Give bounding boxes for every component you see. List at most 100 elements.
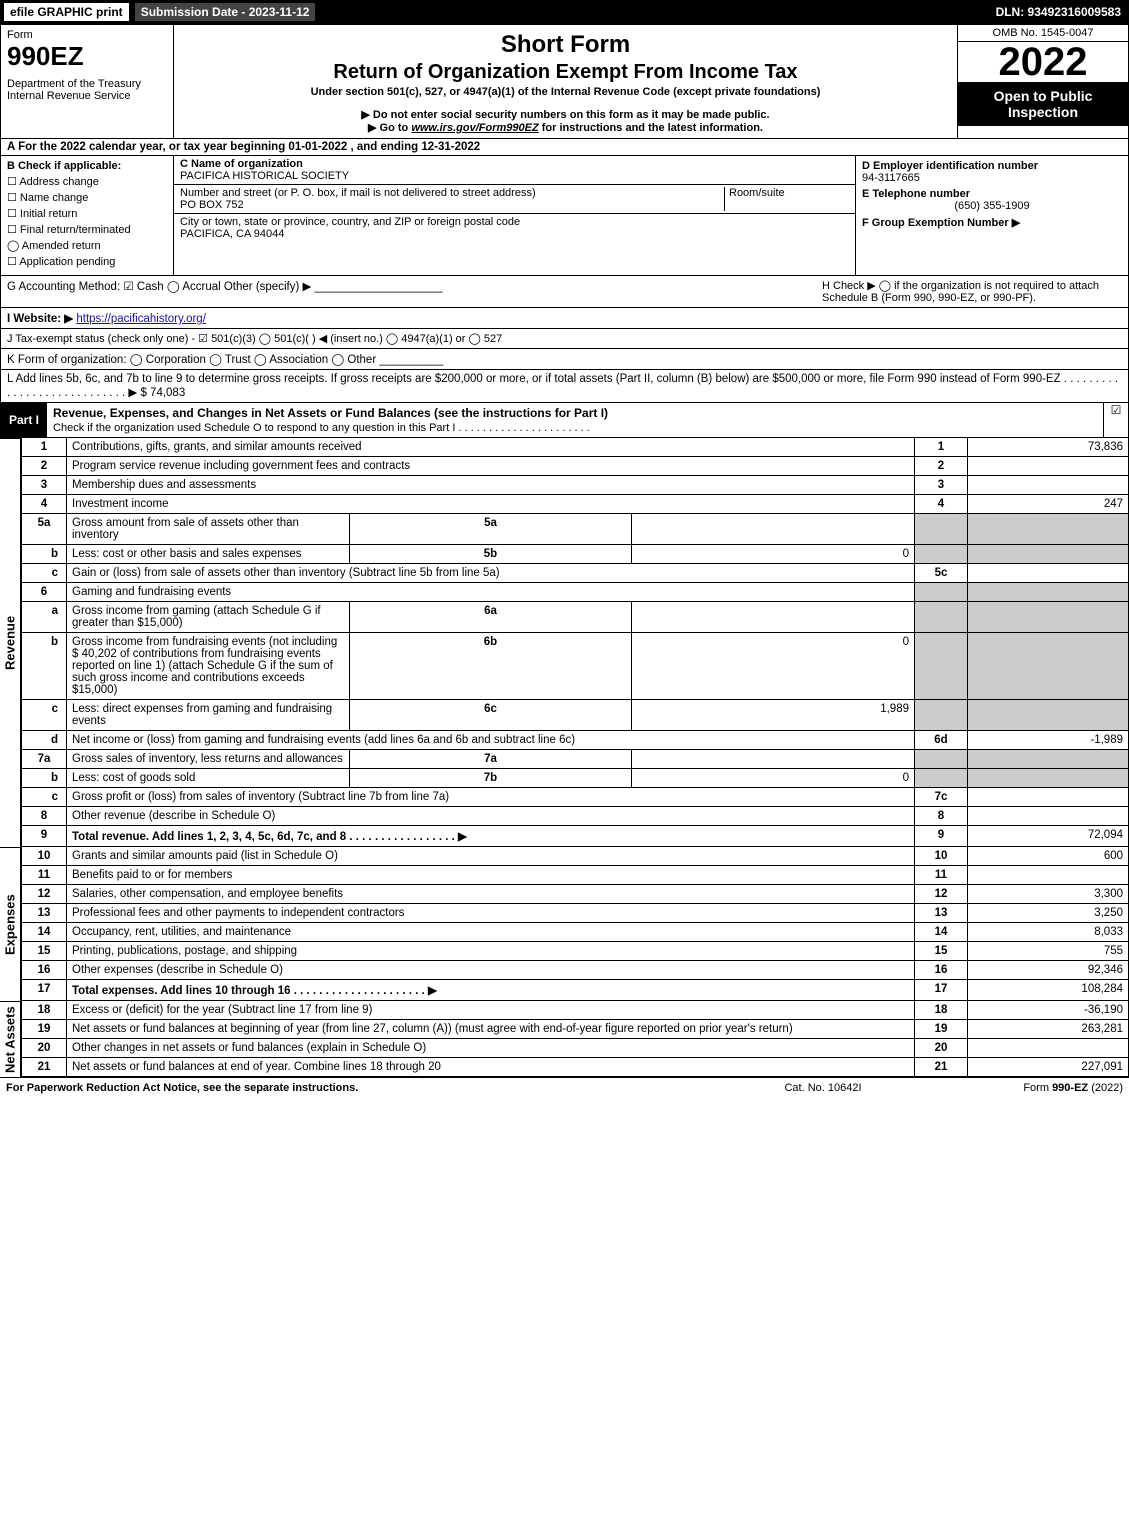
r7a-value [632,750,915,769]
chk-application-pending[interactable]: Application pending [7,255,167,268]
b-label: B Check if applicable: [7,160,167,172]
r19-text: Net assets or fund balances at beginning… [67,1020,915,1039]
revenue-side-label: Revenue [0,438,21,847]
row-11: 11Benefits paid to or for members11 [22,866,1129,885]
r8-text: Other revenue (describe in Schedule O) [67,807,915,826]
page-footer: For Paperwork Reduction Act Notice, see … [0,1077,1129,1098]
r16-value: 92,346 [968,961,1129,980]
e-phone-label: E Telephone number [862,188,1122,200]
r18-text: Excess or (deficit) for the year (Subtra… [67,1001,915,1020]
r6b-value: 0 [632,633,915,700]
row-6: 6Gaming and fundraising events [22,583,1129,602]
row-16: 16Other expenses (describe in Schedule O… [22,961,1129,980]
r16-text: Other expenses (describe in Schedule O) [67,961,915,980]
r2-text: Program service revenue including govern… [67,457,915,476]
chk-amended-return[interactable]: Amended return [7,239,167,252]
part1-header: Part I Revenue, Expenses, and Changes in… [0,403,1129,438]
row-5a: 5aGross amount from sale of assets other… [22,514,1129,545]
r5b-text: Less: cost or other basis and sales expe… [67,545,350,564]
r1-value: 73,836 [968,438,1129,457]
r20-value [968,1039,1129,1058]
org-name: PACIFICA HISTORICAL SOCIETY [180,170,849,182]
r7b-value: 0 [632,769,915,788]
row-6d: dNet income or (loss) from gaming and fu… [22,731,1129,750]
chk-name-change[interactable]: Name change [7,191,167,204]
row-19: 19Net assets or fund balances at beginni… [22,1020,1129,1039]
city-value: PACIFICA, CA 94044 [180,228,284,240]
line-i: I Website: ▶ https://pacificahistory.org… [0,308,1129,329]
r17-value: 108,284 [968,980,1129,1001]
row-18: 18Excess or (deficit) for the year (Subt… [22,1001,1129,1020]
r7b-text: Less: cost of goods sold [67,769,350,788]
r4-value: 247 [968,495,1129,514]
r14-value: 8,033 [968,923,1129,942]
chk-initial-return[interactable]: Initial return [7,207,167,220]
row-6c: cLess: direct expenses from gaming and f… [22,700,1129,731]
tax-year: 2022 [958,42,1128,82]
r6c-text: Less: direct expenses from gaming and fu… [67,700,350,731]
form-word: Form [7,29,167,41]
row-12: 12Salaries, other compensation, and empl… [22,885,1129,904]
part1-title-text: Revenue, Expenses, and Changes in Net As… [53,406,608,420]
row-2: 2Program service revenue including gover… [22,457,1129,476]
r6a-value [632,602,915,633]
row-8: 8Other revenue (describe in Schedule O)8 [22,807,1129,826]
r6a-text: Gross income from gaming (attach Schedul… [67,602,350,633]
row-13: 13Professional fees and other payments t… [22,904,1129,923]
subtitle: Under section 501(c), 527, or 4947(a)(1)… [178,86,953,98]
r18-value: -36,190 [968,1001,1129,1020]
part1-checkbox[interactable]: ☑ [1103,403,1128,437]
r15-text: Printing, publications, postage, and shi… [67,942,915,961]
r9-text: Total revenue. Add lines 1, 2, 3, 4, 5c,… [67,826,915,847]
r6b-text: Gross income from fundraising events (no… [67,633,350,700]
website-link[interactable]: https://pacificahistory.org/ [76,313,206,325]
line-k-form-org: K Form of organization: ◯ Corporation ◯ … [0,349,1129,370]
r6-text: Gaming and fundraising events [67,583,915,602]
r13-text: Professional fees and other payments to … [67,904,915,923]
title-short-form: Short Form [178,31,953,59]
row-21: 21Net assets or fund balances at end of … [22,1058,1129,1077]
r9-value: 72,094 [968,826,1129,847]
r6d-text: Net income or (loss) from gaming and fun… [67,731,915,750]
note-goto: ▶ Go to www.irs.gov/Form990EZ for instru… [178,121,953,134]
r6c-value: 1,989 [632,700,915,731]
netassets-section: Net Assets 18Excess or (deficit) for the… [0,1001,1129,1077]
r5a-text: Gross amount from sale of assets other t… [67,514,350,545]
expenses-side-label: Expenses [0,847,21,1001]
chk-address-change[interactable]: Address change [7,175,167,188]
r12-text: Salaries, other compensation, and employ… [67,885,915,904]
chk-final-return[interactable]: Final return/terminated [7,223,167,236]
r12-value: 3,300 [968,885,1129,904]
c-name-label: C Name of organization [180,158,849,170]
r2-value [968,457,1129,476]
g-accounting: G Accounting Method: ☑ Cash ◯ Accrual Ot… [7,279,822,304]
r19-value: 263,281 [968,1020,1129,1039]
r7c-value [968,788,1129,807]
row-7b: bLess: cost of goods sold7b0 [22,769,1129,788]
r3-text: Membership dues and assessments [67,476,915,495]
part1-check-text: Check if the organization used Schedule … [53,422,590,434]
f-group-label: F Group Exemption Number ▶ [862,216,1122,229]
row-7c: cGross profit or (loss) from sales of in… [22,788,1129,807]
efile-print-button[interactable]: efile GRAPHIC print [2,1,131,23]
dept-treasury: Department of the Treasury [7,78,167,90]
part1-label: Part I [1,403,47,437]
form-header: Form 990EZ Department of the Treasury In… [0,24,1129,139]
revenue-table: 1Contributions, gifts, grants, and simil… [21,438,1129,847]
dln-number: DLN: 93492316009583 [996,5,1129,19]
form-number: 990EZ [7,41,167,72]
r4-text: Investment income [67,495,915,514]
line-gh: G Accounting Method: ☑ Cash ◯ Accrual Ot… [0,276,1129,308]
top-bar: efile GRAPHIC print Submission Date - 20… [0,0,1129,24]
note-ssn: ▶ Do not enter social security numbers o… [178,108,953,121]
r5c-text: Gain or (loss) from sale of assets other… [67,564,915,583]
irs-label: Internal Revenue Service [7,90,167,102]
r5a-value [632,514,915,545]
irs-link[interactable]: www.irs.gov/Form990EZ [411,122,538,134]
header-left: Form 990EZ Department of the Treasury In… [1,25,174,138]
section-bcdef: B Check if applicable: Address change Na… [0,156,1129,276]
footer-paperwork: For Paperwork Reduction Act Notice, see … [6,1082,723,1094]
r10-value: 600 [968,847,1129,866]
r5b-value: 0 [632,545,915,564]
r8-value [968,807,1129,826]
